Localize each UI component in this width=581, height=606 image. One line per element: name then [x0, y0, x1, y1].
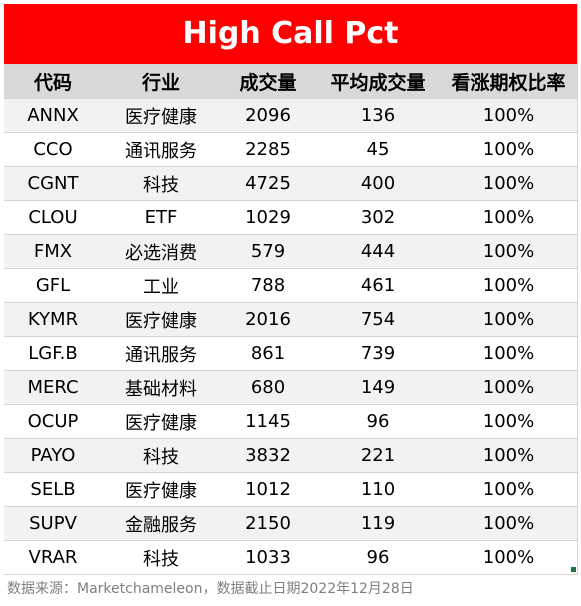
volume-cell[interactable]: 1145 — [220, 404, 316, 439]
source-note: 数据来源：Marketchameleon，数据截止日期2022年12月28日 — [7, 581, 414, 597]
call-ratio-cell[interactable]: 100% — [440, 302, 577, 337]
sector-cell[interactable]: 科技 — [102, 438, 220, 473]
table-row: PAYO 科技 3832 221 100% — [4, 438, 577, 473]
sector-cell[interactable]: 工业 — [102, 268, 220, 303]
ticker-cell[interactable]: PAYO — [4, 438, 102, 473]
sector-cell[interactable]: 科技 — [102, 540, 220, 575]
avg-volume-cell[interactable]: 149 — [316, 370, 440, 405]
table-body: ANNX 医疗健康 2096 136 100% CCO 通讯服务 2285 45 100% CGNT… — [4, 98, 577, 575]
sector-cell[interactable]: 通讯服务 — [102, 336, 220, 371]
call-ratio-cell[interactable]: 100% — [440, 336, 577, 371]
table-row: KYMR 医疗健康 2016 754 100% — [4, 302, 577, 337]
sector-cell[interactable]: 医疗健康 — [102, 404, 220, 439]
ticker-cell[interactable]: KYMR — [4, 302, 102, 337]
volume-cell[interactable]: 4725 — [220, 166, 316, 201]
selection-fill-handle[interactable] — [571, 567, 576, 572]
volume-cell[interactable]: 1033 — [220, 540, 316, 575]
ticker-cell[interactable]: CLOU — [4, 200, 102, 235]
table-row: FMX 必选消费 579 444 100% — [4, 234, 577, 269]
ticker-cell[interactable]: CGNT — [4, 166, 102, 201]
call-ratio-cell[interactable]: 100% — [440, 506, 577, 541]
avg-volume-cell[interactable]: 136 — [316, 98, 440, 133]
table-row: GFL 工业 788 461 100% — [4, 268, 577, 303]
avg-volume-cell[interactable]: 96 — [316, 540, 440, 575]
volume-cell[interactable]: 1012 — [220, 472, 316, 507]
table-row: OCUP 医疗健康 1145 96 100% — [4, 404, 577, 439]
avg-volume-cell[interactable]: 119 — [316, 506, 440, 541]
ticker-cell[interactable]: SUPV — [4, 506, 102, 541]
table-row: CLOU ETF 1029 302 100% — [4, 200, 577, 235]
call-ratio-cell[interactable]: 100% — [440, 268, 577, 303]
table-row: CGNT 科技 4725 400 100% — [4, 166, 577, 201]
volume-cell[interactable]: 579 — [220, 234, 316, 269]
ticker-cell[interactable]: CCO — [4, 132, 102, 167]
table-row: MERC 基础材料 680 149 100% — [4, 370, 577, 405]
avg-volume-cell[interactable]: 461 — [316, 268, 440, 303]
sector-cell[interactable]: 必选消费 — [102, 234, 220, 269]
avg-volume-cell[interactable]: 221 — [316, 438, 440, 473]
sector-cell[interactable]: 医疗健康 — [102, 472, 220, 507]
sector-cell[interactable]: 基础材料 — [102, 370, 220, 405]
volume-cell[interactable]: 1029 — [220, 200, 316, 235]
avg-volume-cell[interactable]: 96 — [316, 404, 440, 439]
ticker-cell[interactable]: OCUP — [4, 404, 102, 439]
volume-cell[interactable]: 2016 — [220, 302, 316, 337]
table-row: VRAR 科技 1033 96 100% — [4, 540, 577, 575]
header-call-ratio[interactable]: 看涨期权比率 — [440, 65, 577, 99]
sector-cell[interactable]: 科技 — [102, 166, 220, 201]
call-ratio-cell[interactable]: 100% — [440, 132, 577, 167]
sector-cell[interactable]: 医疗健康 — [102, 98, 220, 133]
volume-cell[interactable]: 788 — [220, 268, 316, 303]
sector-cell[interactable]: ETF — [102, 200, 220, 235]
header-row: 代码 行业 成交量 平均成交量 看涨期权比率 — [4, 65, 577, 99]
table-row: SELB 医疗健康 1012 110 100% — [4, 472, 577, 507]
call-ratio-cell[interactable]: 100% — [440, 234, 577, 269]
volume-cell[interactable]: 2285 — [220, 132, 316, 167]
avg-volume-cell[interactable]: 444 — [316, 234, 440, 269]
table-row: SUPV 金融服务 2150 119 100% — [4, 506, 577, 541]
call-ratio-cell[interactable]: 100% — [440, 200, 577, 235]
spreadsheet-table-container: High Call Pct 代码 行业 成交量 平均成交量 看涨期权比率 ANN… — [4, 4, 578, 575]
ticker-cell[interactable]: GFL — [4, 268, 102, 303]
volume-cell[interactable]: 861 — [220, 336, 316, 371]
header-ticker[interactable]: 代码 — [4, 65, 102, 99]
call-ratio-cell[interactable]: 100% — [440, 540, 577, 575]
ticker-cell[interactable]: VRAR — [4, 540, 102, 575]
call-ratio-cell[interactable]: 100% — [440, 98, 577, 133]
avg-volume-cell[interactable]: 400 — [316, 166, 440, 201]
table-row: LGF.B 通讯服务 861 739 100% — [4, 336, 577, 371]
ticker-cell[interactable]: ANNX — [4, 98, 102, 133]
ticker-cell[interactable]: LGF.B — [4, 336, 102, 371]
call-ratio-cell[interactable]: 100% — [440, 166, 577, 201]
avg-volume-cell[interactable]: 754 — [316, 302, 440, 337]
header-sector[interactable]: 行业 — [102, 65, 220, 99]
table-row: CCO 通讯服务 2285 45 100% — [4, 132, 577, 167]
options-table: 代码 行业 成交量 平均成交量 看涨期权比率 ANNX 医疗健康 2096 136 10… — [4, 65, 577, 575]
volume-cell[interactable]: 3832 — [220, 438, 316, 473]
table-row: ANNX 医疗健康 2096 136 100% — [4, 98, 577, 133]
ticker-cell[interactable]: MERC — [4, 370, 102, 405]
avg-volume-cell[interactable]: 45 — [316, 132, 440, 167]
ticker-cell[interactable]: SELB — [4, 472, 102, 507]
ticker-cell[interactable]: FMX — [4, 234, 102, 269]
call-ratio-cell[interactable]: 100% — [440, 438, 577, 473]
sector-cell[interactable]: 金融服务 — [102, 506, 220, 541]
avg-volume-cell[interactable]: 302 — [316, 200, 440, 235]
volume-cell[interactable]: 680 — [220, 370, 316, 405]
volume-cell[interactable]: 2096 — [220, 98, 316, 133]
call-ratio-cell[interactable]: 100% — [440, 404, 577, 439]
table-title: High Call Pct — [4, 4, 577, 65]
sector-cell[interactable]: 通讯服务 — [102, 132, 220, 167]
call-ratio-cell[interactable]: 100% — [440, 472, 577, 507]
avg-volume-cell[interactable]: 110 — [316, 472, 440, 507]
sector-cell[interactable]: 医疗健康 — [102, 302, 220, 337]
avg-volume-cell[interactable]: 739 — [316, 336, 440, 371]
call-ratio-cell[interactable]: 100% — [440, 370, 577, 405]
header-volume[interactable]: 成交量 — [220, 65, 316, 99]
header-avg-volume[interactable]: 平均成交量 — [316, 65, 440, 99]
volume-cell[interactable]: 2150 — [220, 506, 316, 541]
